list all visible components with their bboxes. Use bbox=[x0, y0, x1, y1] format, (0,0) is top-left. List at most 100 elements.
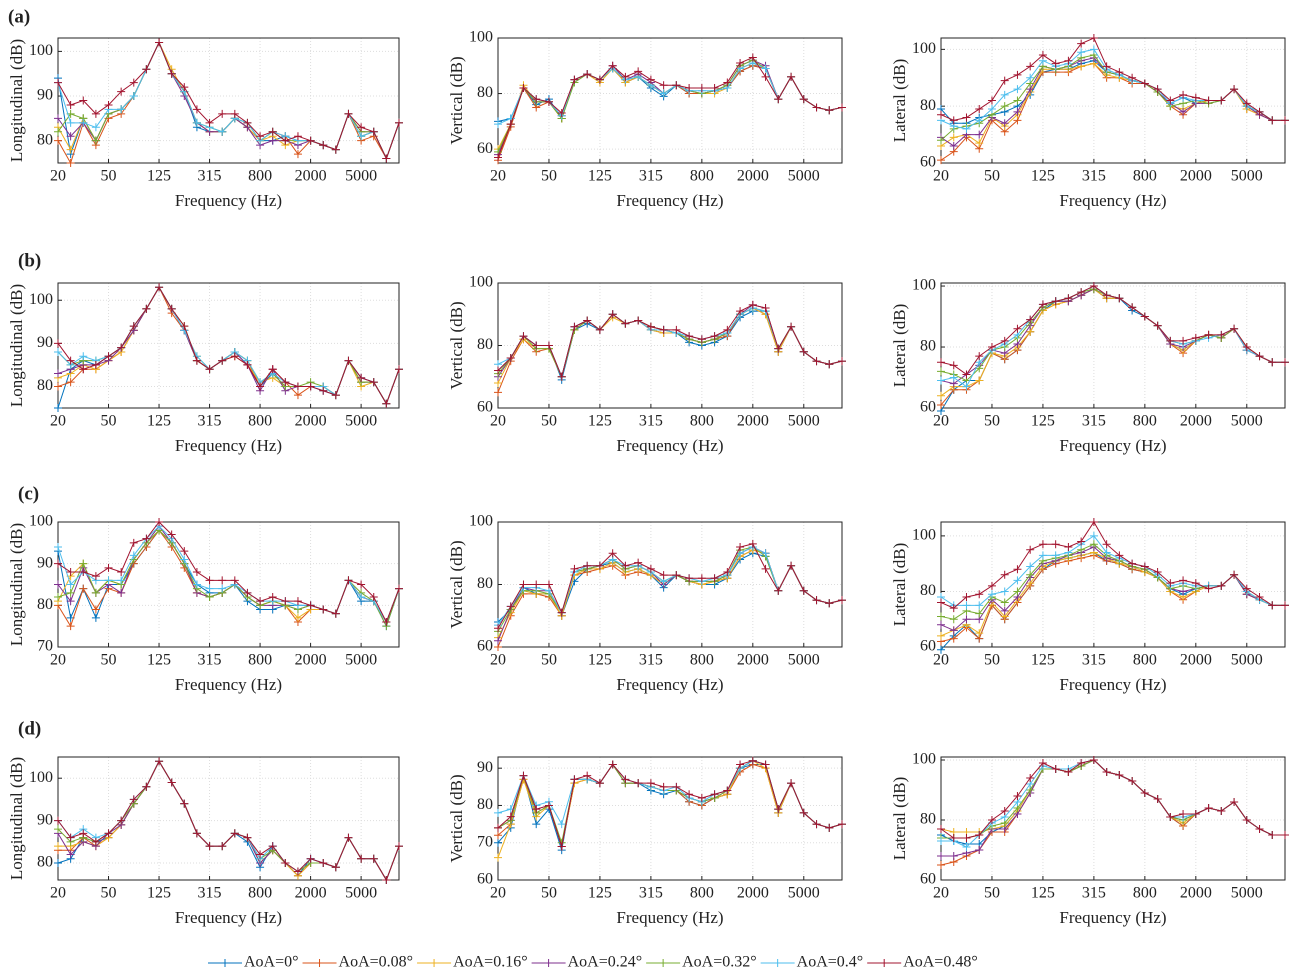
x-tick-label: 2000 bbox=[295, 652, 327, 669]
point-marker bbox=[506, 602, 515, 611]
point-marker bbox=[66, 850, 75, 859]
y-tick-label: 100 bbox=[469, 29, 493, 46]
point-marker bbox=[937, 136, 945, 145]
point-marker bbox=[975, 139, 984, 148]
point-marker bbox=[1166, 336, 1175, 345]
point-marker bbox=[1000, 570, 1009, 579]
point-marker bbox=[774, 344, 783, 353]
point-marker bbox=[1179, 90, 1188, 99]
point-marker bbox=[672, 325, 681, 334]
point-marker bbox=[987, 105, 996, 114]
y-axis-label: Lateral (dB) bbox=[890, 543, 909, 627]
point-marker bbox=[1166, 96, 1175, 105]
point-marker bbox=[192, 118, 201, 127]
subplot: 60 80 100 20 50 125 315 800 2000 5000 Frequency (H… bbox=[447, 29, 846, 210]
y-tick-label: 60 bbox=[920, 638, 936, 655]
point-marker bbox=[331, 609, 340, 618]
point-marker bbox=[66, 356, 75, 365]
point-marker bbox=[1038, 51, 1047, 60]
point-marker bbox=[104, 352, 113, 361]
point-marker bbox=[1000, 598, 1009, 607]
point-marker bbox=[646, 564, 655, 573]
point-marker bbox=[1242, 584, 1251, 593]
point-marker bbox=[344, 109, 353, 118]
point-marker bbox=[167, 530, 176, 539]
point-marker bbox=[583, 561, 592, 570]
point-marker bbox=[319, 859, 328, 868]
y-tick-label: 60 bbox=[477, 140, 493, 157]
point-marker bbox=[1089, 45, 1098, 54]
point-marker bbox=[104, 576, 113, 585]
point-marker bbox=[532, 580, 541, 589]
x-tick-label: 800 bbox=[690, 413, 714, 430]
y-axis-label: Lateral (dB) bbox=[890, 304, 909, 388]
series-line bbox=[940, 288, 1285, 382]
point-marker bbox=[1115, 771, 1124, 779]
point-marker bbox=[1089, 518, 1098, 526]
series-line bbox=[497, 65, 843, 161]
point-marker bbox=[357, 132, 366, 141]
point-marker bbox=[293, 597, 302, 606]
x-tick-label: 20 bbox=[933, 413, 949, 430]
point-marker bbox=[1115, 294, 1124, 303]
x-axis-label: Frequency (Hz) bbox=[1059, 675, 1166, 694]
x-tick-label: 2000 bbox=[1180, 413, 1212, 430]
point-marker bbox=[117, 105, 126, 114]
x-tick-label: 20 bbox=[50, 168, 66, 185]
point-marker bbox=[937, 110, 945, 119]
point-marker bbox=[949, 626, 958, 635]
point-marker bbox=[583, 316, 592, 325]
point-marker bbox=[761, 549, 770, 558]
y-tick-label: 100 bbox=[469, 274, 493, 291]
point-marker bbox=[838, 820, 846, 829]
point-marker bbox=[736, 543, 745, 551]
point-marker bbox=[54, 543, 62, 551]
point-marker bbox=[66, 145, 75, 154]
point-marker bbox=[91, 588, 100, 597]
x-tick-label: 2000 bbox=[737, 168, 769, 185]
point-marker bbox=[583, 70, 592, 79]
point-marker bbox=[1140, 79, 1149, 88]
series-line bbox=[497, 304, 843, 379]
point-marker bbox=[293, 613, 302, 622]
point-marker bbox=[382, 876, 391, 884]
point-marker bbox=[129, 78, 138, 87]
x-tick-label: 50 bbox=[541, 413, 557, 430]
point-marker bbox=[1026, 545, 1035, 554]
y-tick-label: 60 bbox=[920, 871, 936, 888]
point-marker bbox=[962, 843, 971, 851]
point-marker bbox=[494, 636, 502, 645]
point-marker bbox=[787, 561, 796, 570]
x-tick-label: 125 bbox=[147, 652, 171, 669]
y-tick-label: 100 bbox=[29, 291, 53, 308]
y-axis-label: Vertical (dB) bbox=[447, 774, 466, 862]
point-marker bbox=[634, 67, 643, 76]
legend-label: AoA=0.4° bbox=[797, 954, 864, 971]
point-marker bbox=[1000, 90, 1009, 99]
point-marker bbox=[937, 837, 945, 845]
point-marker bbox=[787, 72, 796, 81]
point-marker bbox=[1128, 73, 1137, 82]
point-marker bbox=[774, 586, 783, 595]
point-marker bbox=[79, 584, 88, 593]
point-marker bbox=[66, 622, 75, 631]
series-line bbox=[497, 760, 843, 847]
point-marker bbox=[129, 795, 138, 804]
point-marker bbox=[659, 325, 668, 334]
point-marker bbox=[306, 854, 315, 863]
point-marker bbox=[646, 75, 655, 84]
point-marker bbox=[544, 97, 553, 106]
point-marker bbox=[104, 829, 113, 838]
x-tick-label: 5000 bbox=[1231, 413, 1263, 430]
point-marker bbox=[54, 127, 62, 136]
point-marker bbox=[937, 367, 945, 376]
point-marker bbox=[1242, 343, 1251, 352]
point-marker bbox=[1000, 606, 1009, 615]
point-marker bbox=[595, 561, 604, 570]
subplot: 60 80 100 20 50 125 315 800 2000 5000 Frequency (H… bbox=[890, 518, 1289, 694]
x-tick-label: 800 bbox=[690, 885, 714, 902]
point-marker bbox=[659, 571, 668, 580]
point-marker bbox=[962, 601, 971, 610]
point-marker bbox=[331, 145, 340, 154]
legend-marker bbox=[659, 959, 668, 967]
